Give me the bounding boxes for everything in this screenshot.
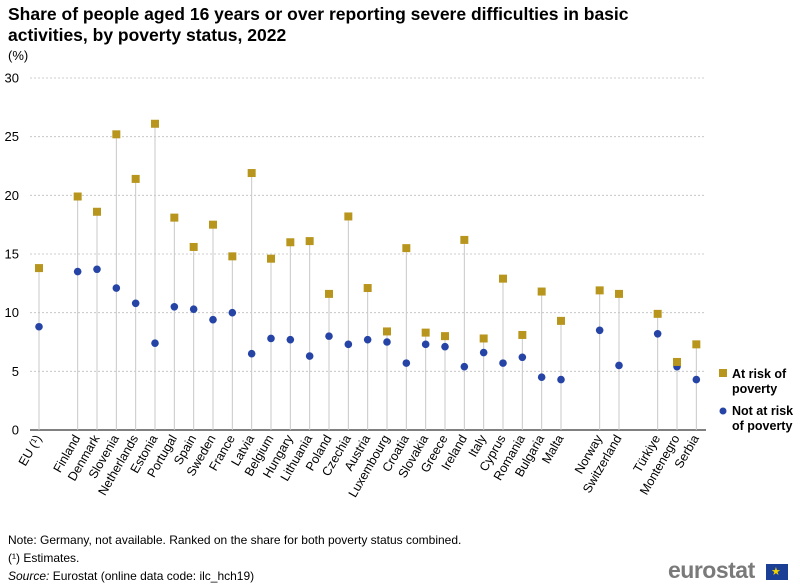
legend-label-not-at-risk-line1: Not at risk: [732, 404, 793, 418]
point-not-at-risk: [518, 353, 527, 362]
point-at-risk: [421, 328, 430, 337]
point-not-at-risk: [305, 352, 314, 360]
point-not-at-risk: [402, 359, 411, 367]
point-not-at-risk: [421, 340, 430, 349]
point-at-risk: [286, 238, 295, 247]
legend-label-not-at-risk-line2: of poverty: [732, 419, 792, 433]
point-at-risk: [499, 274, 507, 283]
chart-title: Share of people aged 16 years or over re…: [8, 4, 629, 45]
point-not-at-risk: [325, 332, 333, 340]
legend: At risk of poverty Not at risk of povert…: [719, 367, 793, 433]
point-at-risk: [247, 169, 256, 178]
point-not-at-risk: [209, 315, 217, 324]
point-at-risk: [363, 284, 372, 293]
point-not-at-risk: [170, 303, 179, 311]
point-at-risk: [35, 264, 43, 273]
point-not-at-risk: [286, 335, 295, 344]
point-at-risk: [518, 330, 527, 339]
point-not-at-risk: [537, 373, 546, 382]
point-at-risk: [151, 119, 159, 128]
point-at-risk: [170, 213, 179, 222]
point-at-risk: [73, 192, 82, 201]
legend-label-at-risk-line1: At risk of: [732, 367, 787, 381]
point-not-at-risk: [35, 322, 43, 331]
point-not-at-risk: [267, 334, 275, 343]
point-at-risk: [305, 237, 314, 246]
data-marks: [35, 119, 701, 384]
y-tick-label: 5: [12, 364, 19, 379]
point-not-at-risk: [363, 335, 372, 344]
point-not-at-risk: [93, 265, 101, 274]
point-at-risk: [131, 174, 140, 183]
point-not-at-risk: [228, 308, 237, 317]
y-tick-label: 0: [12, 423, 19, 438]
point-not-at-risk: [344, 340, 353, 349]
source-note: Source: Eurostat (online data code: ilc_…: [8, 569, 254, 583]
y-axis-unit-label: (%): [8, 48, 29, 63]
point-at-risk: [267, 254, 275, 263]
point-not-at-risk: [692, 375, 701, 384]
point-not-at-risk: [615, 361, 623, 370]
point-not-at-risk: [189, 305, 198, 313]
x-axis-labels: EU (¹) FinlandDenmarkSloveniaNetherlandsE…: [16, 432, 702, 500]
point-at-risk: [441, 332, 449, 341]
point-at-risk: [653, 309, 662, 318]
x-tick-label: EU (¹): [16, 433, 45, 469]
y-tick-label: 15: [5, 247, 19, 262]
chart-area: 0 5 10 15 20 25 30 EU (¹) FinlandDenmarkSloveni…: [5, 71, 794, 500]
estimates-note: (¹) Estimates.: [8, 551, 80, 565]
point-at-risk: [615, 289, 623, 298]
point-not-at-risk: [499, 359, 507, 367]
y-tick-label: 20: [5, 188, 19, 203]
point-not-at-risk: [479, 348, 488, 357]
note-text: Note: Germany, not available. Ranked on …: [8, 533, 462, 547]
point-not-at-risk: [151, 339, 159, 347]
point-not-at-risk: [247, 349, 256, 358]
point-at-risk: [479, 334, 488, 343]
point-not-at-risk: [595, 326, 604, 335]
point-at-risk: [557, 316, 565, 325]
point-not-at-risk: [557, 375, 565, 384]
point-not-at-risk: [383, 338, 391, 346]
point-at-risk: [228, 252, 237, 261]
point-at-risk: [595, 286, 604, 295]
source-label: Source:: [8, 569, 50, 583]
eu-flag-icon: [766, 564, 788, 580]
legend-marker-not-at-risk: [719, 407, 727, 415]
y-tick-label: 25: [5, 129, 19, 144]
point-at-risk: [344, 212, 353, 221]
point-at-risk: [383, 327, 391, 336]
point-at-risk: [537, 287, 546, 296]
point-at-risk: [112, 130, 121, 139]
stems: [38, 123, 697, 430]
y-axis-ticks: 0 5 10 15 20 25 30: [5, 71, 19, 438]
point-at-risk: [460, 235, 469, 244]
point-not-at-risk: [653, 329, 662, 338]
y-tick-label: 30: [5, 71, 19, 86]
legend-marker-at-risk: [719, 369, 727, 377]
point-not-at-risk: [131, 299, 140, 308]
point-at-risk: [692, 340, 701, 349]
point-at-risk: [325, 289, 333, 298]
legend-label-at-risk-line2: poverty: [732, 382, 777, 396]
point-at-risk: [673, 357, 681, 366]
point-at-risk: [402, 244, 411, 253]
point-at-risk: [93, 207, 101, 216]
eurostat-logo: eurostat: [668, 557, 792, 584]
point-at-risk: [189, 242, 198, 251]
point-not-at-risk: [112, 284, 121, 292]
point-not-at-risk: [73, 267, 82, 276]
source-text: Eurostat (online data code: ilc_hch19): [49, 569, 255, 583]
logo-wordmark: eurostat: [668, 557, 755, 583]
point-at-risk: [209, 220, 217, 229]
point-not-at-risk: [460, 362, 469, 371]
point-not-at-risk: [441, 342, 449, 351]
y-tick-label: 10: [5, 305, 19, 320]
